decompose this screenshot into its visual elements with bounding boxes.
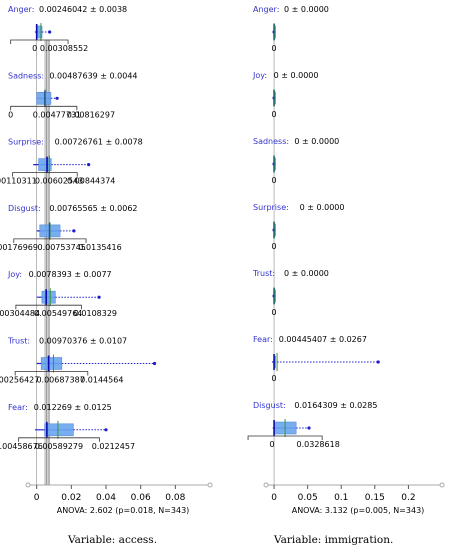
access-series-stat-trust: 0.00970376 ± 0.0107 — [39, 337, 127, 346]
access-quantile-label-trust-0: 0.00256427 — [0, 376, 39, 385]
access-max-point-anger — [48, 30, 52, 34]
access-max-point-surprise — [87, 163, 91, 167]
immigration-series-name-sadness: Sadness: — [253, 137, 289, 146]
immigration-quantile-label-surprise-0: 0 — [272, 242, 277, 251]
access-axis-end-left — [25, 482, 31, 488]
access-box-fear — [44, 423, 74, 437]
access-quantile-label-disgust-1: 0.00753745 — [37, 243, 85, 252]
immigration-max-point-disgust — [307, 426, 311, 430]
immigration-series-stat-fear: 0.00445407 ± 0.0267 — [279, 335, 367, 344]
access-bracket-trust — [14, 371, 89, 376]
immigration-x-tick-label-4: 0.2 — [401, 493, 415, 503]
caption-immigration: Variable: immigration. — [274, 534, 394, 546]
access-anova-footer: ANOVA: 2.602 (p=0.018, N=343) — [57, 506, 190, 515]
access-bracket-sadness — [10, 105, 78, 111]
access-max-point-joy — [97, 295, 101, 299]
immigration-x-tick-label-3: 0.15 — [365, 493, 385, 503]
access-series-name-sadness: Sadness: — [8, 71, 44, 80]
access-x-tick-label-2: 0.04 — [96, 493, 116, 503]
immigration-series-name-fear: Fear: — [253, 335, 273, 344]
access-axis-end-right — [207, 482, 213, 488]
immigration-quantile-label-fear-0: 0 — [272, 374, 277, 383]
access-series-name-fear: Fear: — [8, 403, 28, 412]
access-quantile-label-fear-2: 0.0212457 — [92, 442, 135, 451]
immigration-quantile-label-sadness-0: 0 — [272, 176, 277, 185]
immigration-quantile-label-joy-0: 0 — [272, 110, 277, 119]
access-bracket-anger — [10, 39, 69, 44]
immigration-quantile-label-disgust-1: 0.0328618 — [297, 440, 340, 449]
immigration-series-stat-sadness: 0 ± 0.0000 — [294, 137, 339, 146]
access-series-stat-joy: 0.0078393 ± 0.0077 — [29, 270, 112, 279]
access-quantile-label-sadness-2: 0.00816297 — [67, 110, 115, 119]
access-quantile-label-trust-1: 0.00687387 — [36, 376, 84, 385]
access-box-surprise — [38, 158, 52, 171]
immigration-bracket-disgust — [247, 435, 323, 440]
immigration-series-name-anger: Anger: — [253, 5, 279, 14]
access-quantile-label-anger-1: 0.00308552 — [40, 44, 88, 53]
access-quantile-label-disgust-0: 0.00176969 — [0, 243, 38, 252]
access-quantile-label-anger-0: 0 — [32, 44, 37, 53]
immigration-series-name-joy: Joy: — [252, 71, 267, 80]
access-bracket-fear — [18, 437, 100, 442]
access-quantile-label-surprise-2: 0.00844374 — [67, 177, 115, 186]
access-series-name-disgust: Disgust: — [8, 204, 41, 213]
immigration-quantile-label-disgust-0: 0 — [270, 440, 275, 449]
access-quantile-label-disgust-2: 0.0135416 — [78, 243, 121, 252]
immigration-series-stat-joy: 0 ± 0.0000 — [274, 71, 319, 80]
access-x-tick-label-1: 0.02 — [61, 493, 81, 503]
access-box-sadness — [36, 92, 52, 105]
access-series-name-trust: Trust: — [7, 337, 30, 346]
access-series-stat-disgust: 0.00765565 ± 0.0062 — [49, 204, 137, 213]
immigration-axis-end-left — [263, 482, 269, 488]
immigration-series-name-disgust: Disgust: — [253, 401, 286, 410]
access-quantile-label-joy-2: 0.0108329 — [74, 309, 117, 318]
access-max-point-disgust — [72, 229, 76, 233]
access-bracket-joy — [15, 304, 82, 310]
immigration-series-name-surprise: Surprise: — [253, 203, 289, 212]
immigration-quantile-label-trust-0: 0 — [272, 308, 277, 317]
immigration-x-tick-label-1: 0.05 — [298, 493, 318, 503]
access-box-joy — [41, 290, 56, 304]
access-series-stat-fear: 0.012269 ± 0.0125 — [34, 403, 112, 412]
access-series-name-anger: Anger: — [8, 5, 34, 14]
access-quantile-label-sadness-1: 0.00477731 — [33, 110, 81, 119]
access-quantile-label-joy-0: 0.00304484 — [0, 309, 40, 318]
access-series-stat-surprise: 0.00726761 ± 0.0078 — [55, 138, 143, 147]
access-x-tick-label-0: 0 — [34, 493, 40, 503]
access-series-stat-sadness: 0.00487639 ± 0.0044 — [49, 71, 137, 80]
access-quantile-label-sadness-0: 0 — [8, 110, 13, 119]
access-x-tick-label-3: 0.06 — [131, 493, 151, 503]
access-x-tick-label-4: 0.08 — [165, 493, 185, 503]
access-max-point-sadness — [55, 96, 59, 100]
access-series-name-surprise: Surprise: — [8, 138, 44, 147]
immigration-max-point-fear — [376, 360, 380, 364]
immigration-quantile-label-anger-0: 0 — [272, 44, 277, 53]
access-quantile-label-surprise-0: 0.00110311 — [0, 177, 37, 186]
access-quantile-label-surprise-1: 0.00602543 — [35, 177, 83, 186]
immigration-anova-footer: ANOVA: 3.132 (p=0.005, N=343) — [292, 506, 425, 515]
access-bracket-disgust — [13, 238, 87, 243]
access-quantile-label-trust-2: 0.0144564 — [80, 376, 123, 385]
access-series-name-joy: Joy: — [7, 270, 22, 279]
immigration-series-stat-trust: 0 ± 0.0000 — [284, 269, 329, 278]
access-box-trust — [40, 357, 63, 370]
access-series-stat-anger: 0.00246042 ± 0.0038 — [39, 5, 127, 14]
immigration-series-stat-surprise: 0 ± 0.0000 — [300, 203, 345, 212]
access-max-point-fear — [104, 428, 108, 432]
immigration-series-stat-disgust: 0.0164309 ± 0.0285 — [294, 401, 377, 410]
immigration-x-tick-label-2: 0.1 — [334, 493, 348, 503]
access-quantile-label-joy-1: 0.00549764 — [34, 309, 82, 318]
caption-access: Variable: access. — [68, 534, 158, 546]
access-quantile-label-fear-1: 0.00589279 — [35, 442, 83, 451]
access-bracket-surprise — [12, 172, 78, 177]
access-quantile-label-fear-0: 0.00458676 — [0, 442, 43, 451]
immigration-x-tick-label-0: 0 — [271, 493, 277, 503]
access-max-point-trust — [152, 361, 157, 366]
immigration-series-stat-anger: 0 ± 0.0000 — [284, 5, 329, 14]
immigration-axis-end-right — [439, 482, 445, 488]
immigration-series-name-trust: Trust: — [252, 269, 275, 278]
